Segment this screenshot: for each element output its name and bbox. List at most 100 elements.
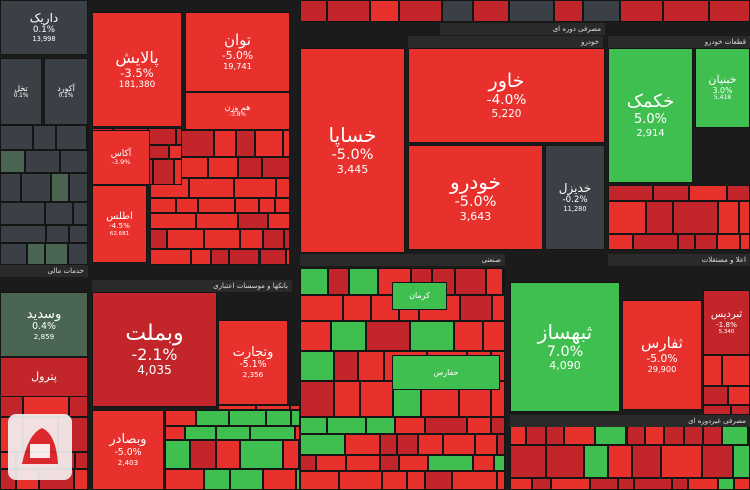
filler-tile xyxy=(174,159,182,185)
tile-price: 19,741 xyxy=(223,61,252,72)
filler-tile xyxy=(455,268,487,296)
filler-tile xyxy=(721,355,750,386)
filler-tile xyxy=(274,198,290,213)
tile-change: 5.0% xyxy=(634,111,667,127)
filler-tile xyxy=(175,128,182,145)
filler-tile xyxy=(195,410,229,427)
filler-tile xyxy=(398,455,428,472)
filler-tile xyxy=(68,243,88,265)
filler-tile xyxy=(399,0,443,22)
filler-tile xyxy=(381,471,408,490)
filler-tile xyxy=(56,125,88,150)
filler-tile xyxy=(190,248,212,265)
filler-tile xyxy=(283,130,290,158)
filler-tile xyxy=(74,451,88,469)
stock-tile: خودرو -5.0% 3,643 xyxy=(408,145,543,250)
filler-tile xyxy=(283,440,300,470)
filler-tile xyxy=(731,404,750,415)
tile-price: 4,090 xyxy=(549,359,581,373)
tile-price: 2,356 xyxy=(242,370,264,380)
filler-tile xyxy=(20,172,52,202)
filler-tile xyxy=(262,228,284,249)
filler-tile xyxy=(633,478,672,490)
tile-change: -5.0% xyxy=(331,147,374,164)
filler-tile xyxy=(608,234,634,250)
stock-tile: داریک 0.1% 13,998 xyxy=(0,0,88,55)
tile-label: پالایش xyxy=(115,47,159,67)
stock-tile: تخل 0.1% xyxy=(0,58,42,125)
filler-tile xyxy=(216,440,240,470)
tile-label: وسدید xyxy=(26,306,62,322)
filler-tile xyxy=(631,444,661,479)
filler-tile xyxy=(424,416,468,434)
filler-tile xyxy=(442,0,474,22)
filler-tile xyxy=(165,469,204,490)
stock-tile: کرمان xyxy=(392,282,447,310)
filler-tile xyxy=(300,433,346,456)
filler-tile xyxy=(0,149,25,173)
filler-tile xyxy=(589,478,618,490)
filler-tile xyxy=(443,433,475,456)
filler-tile xyxy=(497,433,505,456)
tile-label: خکمک xyxy=(626,91,675,113)
filler-tile xyxy=(283,228,290,249)
filler-tile xyxy=(150,212,196,229)
filler-tile xyxy=(24,149,61,173)
filler-tile xyxy=(509,0,555,22)
tile-price: 5,220 xyxy=(491,108,522,121)
tile-label: آکاس xyxy=(110,148,132,159)
tile-change: -0.2% xyxy=(562,194,588,205)
tile-change: -1.8% xyxy=(716,319,737,329)
filler-tile xyxy=(300,295,343,322)
tile-label: خبنیان xyxy=(708,72,737,86)
tile-change: -5.0% xyxy=(114,446,142,458)
tile-label: خدیزل xyxy=(558,180,592,195)
filler-tile xyxy=(345,455,381,472)
tile-price: 13,998 xyxy=(32,34,56,43)
filler-tile xyxy=(486,268,504,296)
filler-tile xyxy=(300,0,328,22)
tile-label: خاور xyxy=(488,69,525,92)
filler-tile xyxy=(330,321,366,352)
tile-label: حفارس xyxy=(433,367,459,377)
filler-tile xyxy=(663,0,710,22)
filler-tile xyxy=(255,130,284,158)
filler-tile xyxy=(216,426,250,441)
filler-tile xyxy=(360,381,394,417)
tile-change: -4.5% xyxy=(109,221,130,231)
tile-label: پترول xyxy=(31,369,57,383)
filler-tile xyxy=(218,405,257,410)
filler-tile xyxy=(300,321,331,352)
tile-change: -5.0% xyxy=(454,194,497,211)
filler-tile xyxy=(608,200,646,235)
filler-tile xyxy=(703,355,722,386)
tile-label: ثبردیس xyxy=(710,309,743,321)
tile-price: 181,380 xyxy=(118,80,156,91)
stock-tile: هم وزن -3.8% xyxy=(185,92,290,130)
tile-change: 3.0% xyxy=(712,86,733,96)
filler-tile xyxy=(617,478,634,490)
tile-price: 29,900 xyxy=(647,364,677,375)
section-header: خودرو xyxy=(408,36,603,48)
filler-tile xyxy=(0,172,21,202)
filler-tile xyxy=(327,0,371,22)
filler-tile xyxy=(472,455,494,472)
filler-tile xyxy=(286,248,290,265)
filler-tile xyxy=(334,381,361,417)
filler-tile xyxy=(717,478,735,490)
filler-tile xyxy=(427,455,473,472)
filler-tile xyxy=(467,416,491,434)
filler-tile xyxy=(633,234,679,250)
filler-tile xyxy=(150,228,167,249)
tile-change: -5.1% xyxy=(239,359,267,371)
filler-tile xyxy=(234,178,276,199)
filler-tile xyxy=(695,234,717,250)
filler-tile xyxy=(230,469,263,490)
tile-change: 0.1% xyxy=(58,92,74,99)
stock-tile: آکاس -3.9% xyxy=(92,130,150,185)
filler-tile xyxy=(370,0,400,22)
filler-tile xyxy=(203,469,231,490)
watermark-logo xyxy=(8,414,72,480)
filler-tile xyxy=(607,444,632,479)
